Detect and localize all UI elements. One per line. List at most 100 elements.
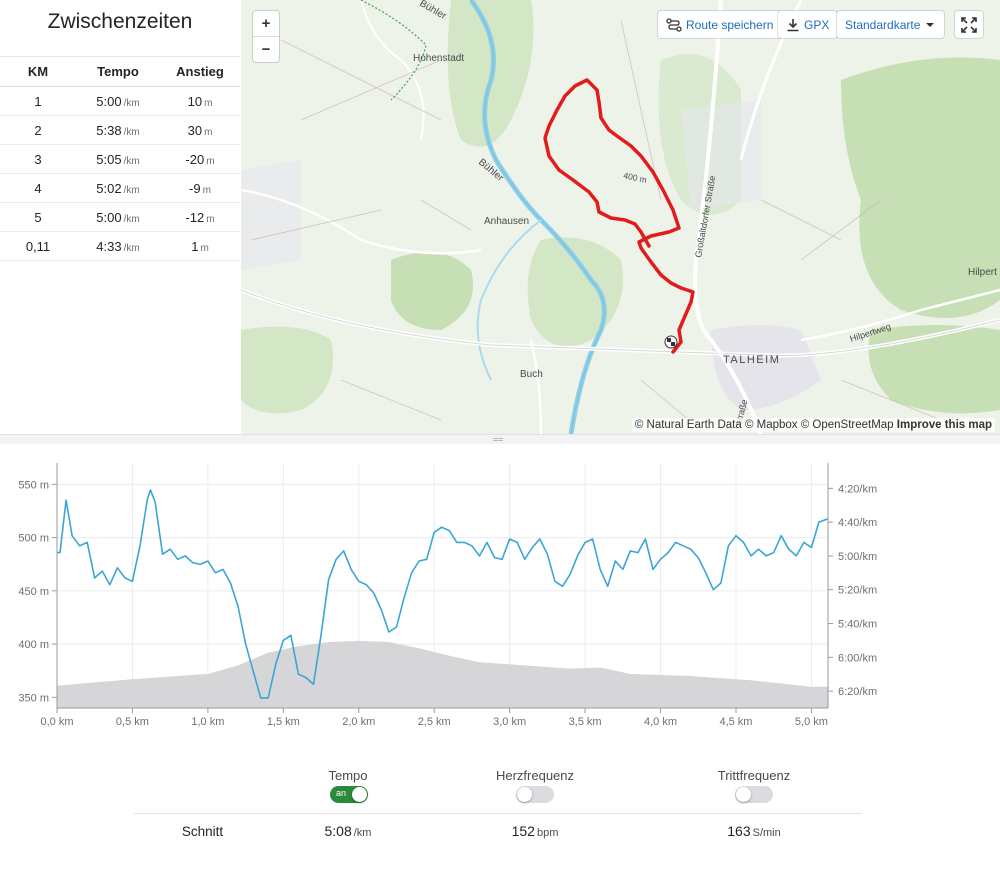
zoom-out-button[interactable]: − bbox=[253, 37, 279, 62]
y-left-tick-label: 500 m bbox=[18, 533, 49, 545]
split-km: 4 bbox=[0, 173, 76, 203]
table-row: 4 5:02/km -9 m bbox=[0, 173, 240, 203]
split-elevation: -12 m bbox=[160, 202, 240, 232]
split-elev-unit: m bbox=[200, 242, 209, 254]
split-elev-unit: m bbox=[204, 126, 213, 138]
split-km: 1 bbox=[0, 86, 76, 116]
route-line bbox=[543, 78, 695, 354]
split-elev-unit: m bbox=[202, 184, 211, 196]
split-elev-value: -12 bbox=[185, 209, 205, 225]
y-right-tick-label: 5:40/km bbox=[838, 619, 877, 631]
pace-toggle[interactable]: an bbox=[330, 786, 368, 803]
toggle-knob bbox=[352, 787, 367, 802]
x-tick-label: 0,5 km bbox=[116, 716, 149, 728]
y-left-tick-label: 350 m bbox=[18, 692, 49, 704]
average-cadence-unit: S/min bbox=[752, 827, 781, 839]
split-pace: 5:38/km bbox=[76, 115, 160, 145]
split-elevation: 10 m bbox=[160, 86, 240, 116]
fullscreen-icon bbox=[961, 16, 977, 33]
label-hohenstadt: Hohenstadt bbox=[413, 53, 464, 64]
zoom-controls: + − bbox=[253, 11, 279, 62]
y-right-tick-label: 4:20/km bbox=[838, 483, 877, 495]
split-pace: 5:00/km bbox=[76, 86, 160, 116]
split-elev-value: 30 bbox=[187, 122, 203, 138]
average-cadence: 163 S/min bbox=[674, 823, 834, 839]
stat-header-pace: Tempo bbox=[328, 768, 368, 783]
split-km: 3 bbox=[0, 144, 76, 174]
split-pace-value: 5:02 bbox=[96, 180, 122, 196]
split-km: 0,11 bbox=[0, 231, 76, 261]
split-elev-unit: m bbox=[206, 213, 215, 225]
split-pace-unit: /km bbox=[123, 213, 140, 225]
heartrate-toggle[interactable] bbox=[516, 786, 554, 803]
column-header-elevation: Anstieg bbox=[160, 56, 240, 87]
x-tick-label: 4,5 km bbox=[719, 716, 752, 728]
table-row: 3 5:05/km -20 m bbox=[0, 144, 240, 174]
improve-map-link[interactable]: Improve this map bbox=[896, 419, 992, 431]
finish-flag-icon bbox=[664, 335, 678, 349]
resize-divider[interactable] bbox=[0, 434, 1000, 444]
split-pace-unit: /km bbox=[123, 155, 140, 167]
cadence-toggle[interactable] bbox=[735, 786, 773, 803]
split-km: 2 bbox=[0, 115, 76, 145]
table-row: 5 5:00/km -12 m bbox=[0, 202, 240, 232]
chart-svg: 0,0 km 0,5 km 1,0 km 1,5 km 2,0 km 2,5 km 3,0 … bbox=[18, 463, 877, 728]
split-pace-unit: /km bbox=[123, 184, 140, 196]
average-pace-value: 5:08 bbox=[324, 823, 352, 839]
x-tick-label: 3,0 km bbox=[493, 716, 526, 728]
stats-panel: Tempo Herzfrequenz Trittfrequenz an Schn… bbox=[0, 760, 1000, 860]
route-icon bbox=[666, 17, 682, 32]
split-elevation: 30 m bbox=[160, 115, 240, 145]
label-contour-400: 400 m bbox=[623, 170, 648, 185]
average-cadence-value: 163 bbox=[727, 823, 751, 839]
pace-elevation-chart: 0,0 km 0,5 km 1,0 km 1,5 km 2,0 km 2,5 km 3,0 … bbox=[0, 450, 1000, 730]
average-heartrate: 152 bpm bbox=[455, 823, 615, 839]
y-right-tick-label: 5:00/km bbox=[838, 551, 877, 563]
x-tick-label: 2,5 km bbox=[418, 716, 451, 728]
x-tick-label: 0,0 km bbox=[40, 716, 73, 728]
split-pace-value: 5:05 bbox=[96, 151, 122, 167]
splits-panel: Zwischenzeiten KM Tempo Anstieg 1 5:00/k… bbox=[0, 0, 241, 436]
column-header-km: KM bbox=[0, 56, 76, 87]
split-pace-unit: /km bbox=[123, 126, 140, 138]
table-row: 1 5:00/km 10 m bbox=[0, 86, 240, 116]
x-tick-label: 1,5 km bbox=[267, 716, 300, 728]
x-tick-label: 4,0 km bbox=[644, 716, 677, 728]
split-pace: 4:33/km bbox=[76, 231, 160, 261]
zoom-in-button[interactable]: + bbox=[253, 11, 279, 36]
split-elev-unit: m bbox=[206, 155, 215, 167]
x-tick-label: 1,0 km bbox=[191, 716, 224, 728]
split-elevation: -20 m bbox=[160, 144, 240, 174]
split-elev-value: -20 bbox=[185, 151, 205, 167]
drag-handle-icon[interactable] bbox=[493, 438, 503, 441]
save-route-button[interactable]: Route speichern bbox=[658, 11, 782, 38]
column-header-pace: Tempo bbox=[76, 56, 160, 87]
gpx-download-button[interactable]: GPX bbox=[778, 11, 838, 38]
download-icon bbox=[787, 18, 799, 31]
x-tick-label: 3,5 km bbox=[569, 716, 602, 728]
split-elev-value: -9 bbox=[189, 180, 201, 196]
split-pace-value: 5:38 bbox=[96, 122, 122, 138]
y-right-tick-label: 4:40/km bbox=[838, 517, 877, 529]
average-pace: 5:08/km bbox=[268, 823, 428, 839]
toggle-knob bbox=[517, 787, 532, 802]
average-heartrate-unit: bpm bbox=[536, 827, 559, 839]
average-label: Schnitt bbox=[181, 824, 224, 839]
y-left-tick-label: 400 m bbox=[18, 639, 49, 651]
split-pace-value: 5:00 bbox=[96, 93, 122, 109]
map-attribution: © Natural Earth Data © Mapbox © OpenStre… bbox=[631, 418, 995, 432]
label-hilpert: Hilpert bbox=[968, 267, 997, 278]
route-map[interactable]: Hohenstadt Anhausen Buch TALHEIM Hilpert… bbox=[241, 0, 1000, 434]
toggle-knob bbox=[736, 787, 751, 802]
caret-down-icon bbox=[926, 22, 935, 27]
y-right-tick-label: 6:20/km bbox=[838, 686, 877, 698]
average-pace-unit: /km bbox=[353, 827, 372, 839]
map-canvas[interactable]: Hohenstadt Anhausen Buch TALHEIM Hilpert… bbox=[241, 0, 1000, 434]
map-type-dropdown[interactable]: Standardkarte bbox=[837, 11, 945, 38]
map-type-label: Standardkarte bbox=[845, 17, 921, 32]
y-left-tick-label: 450 m bbox=[18, 586, 49, 598]
fullscreen-button[interactable] bbox=[955, 11, 983, 38]
splits-table: KM Tempo Anstieg 1 5:00/km 10 m 2 5:38/km… bbox=[0, 56, 240, 261]
